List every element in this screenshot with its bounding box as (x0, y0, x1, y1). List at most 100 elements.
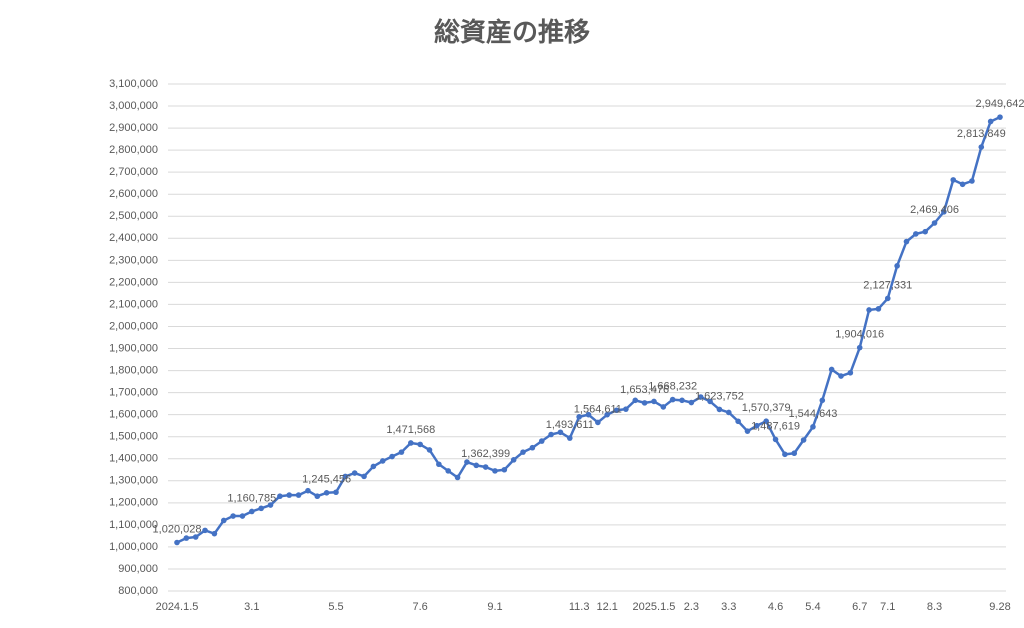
marker (211, 530, 218, 537)
marker (772, 436, 779, 443)
marker (847, 369, 854, 376)
data-label: 1,904,016 (835, 329, 884, 341)
data-label: 2,949,642 (976, 98, 1024, 110)
marker (941, 209, 947, 215)
marker (417, 441, 423, 448)
y-tick-label: 2,400,000 (109, 232, 158, 244)
marker (735, 418, 741, 425)
marker (202, 527, 208, 534)
marker (950, 177, 957, 183)
marker (454, 474, 461, 481)
marker (604, 411, 611, 418)
marker (333, 489, 339, 496)
y-tick-label: 3,100,000 (109, 78, 158, 90)
marker (379, 458, 386, 464)
data-label: 1,570,379 (742, 402, 791, 414)
marker (220, 517, 227, 524)
marker (277, 493, 283, 500)
marker (595, 419, 601, 426)
y-tick-label: 2,500,000 (109, 210, 158, 222)
marker (295, 492, 302, 498)
marker (436, 461, 442, 468)
marker (641, 400, 648, 406)
marker (183, 535, 190, 541)
marker (538, 438, 545, 444)
marker (585, 411, 592, 418)
marker (800, 437, 807, 443)
y-tick-label: 1,900,000 (109, 342, 158, 354)
y-tick-label: 2,600,000 (109, 188, 158, 200)
marker (426, 447, 433, 453)
marker (529, 444, 536, 451)
y-tick-label: 1,200,000 (109, 497, 158, 509)
marker (361, 473, 367, 480)
y-tick-label: 1,300,000 (109, 475, 158, 487)
marker (828, 366, 835, 373)
marker (707, 398, 713, 405)
y-tick-label: 1,500,000 (109, 431, 158, 443)
marker (931, 220, 938, 226)
marker (613, 407, 620, 414)
marker (838, 373, 844, 379)
marker (351, 470, 358, 476)
data-label: 1,544,643 (788, 408, 837, 420)
y-tick-label: 2,800,000 (109, 144, 158, 156)
x-tick-label: 12.1 (596, 601, 617, 613)
y-tick-label: 2,300,000 (109, 254, 158, 266)
data-label: 1,471,568 (386, 424, 435, 436)
marker (875, 306, 882, 312)
marker (987, 118, 994, 125)
data-label: 1,623,752 (695, 390, 744, 402)
x-tick-label: 2024.1.5 (156, 601, 199, 613)
marker (501, 466, 508, 473)
data-label: 1,668,232 (648, 381, 697, 393)
marker (192, 534, 199, 540)
data-label: 2,469,406 (910, 204, 959, 216)
marker (725, 409, 732, 416)
marker (314, 493, 321, 500)
marker (510, 457, 517, 463)
marker (903, 238, 910, 245)
marker (174, 539, 180, 546)
marker (464, 459, 470, 465)
marker (623, 406, 629, 412)
marker (884, 295, 891, 302)
marker (969, 178, 975, 184)
marker (669, 396, 676, 403)
data-label: 1,362,399 (461, 448, 510, 460)
marker (557, 429, 564, 436)
x-tick-label: 2.3 (684, 601, 699, 613)
marker (866, 307, 872, 313)
data-label: 2,813,849 (957, 128, 1006, 140)
marker (566, 435, 573, 441)
marker (548, 431, 554, 438)
data-label: 1,245,456 (302, 474, 351, 486)
marker (959, 181, 966, 188)
marker (679, 397, 685, 404)
marker (267, 502, 274, 508)
y-tick-label: 2,000,000 (109, 320, 158, 332)
y-tick-label: 2,700,000 (109, 166, 158, 178)
y-tick-label: 1,100,000 (109, 519, 158, 531)
marker (688, 399, 695, 406)
marker (473, 462, 480, 469)
marker (856, 344, 863, 351)
marker (258, 505, 264, 512)
marker (445, 468, 452, 474)
x-tick-label: 5.4 (805, 601, 820, 613)
x-tick-label: 9.1 (487, 601, 502, 613)
chart-title: 総資産の推移 (434, 17, 590, 47)
marker (922, 228, 928, 235)
marker (632, 397, 639, 404)
marker (576, 414, 582, 420)
marker (408, 440, 414, 446)
marker (249, 508, 255, 515)
y-tick-label: 2,900,000 (109, 122, 158, 134)
y-tick-label: 1,400,000 (109, 453, 158, 465)
y-tick-label: 3,000,000 (109, 100, 158, 112)
marker (763, 418, 769, 424)
marker (286, 492, 293, 498)
x-tick-label: 7.1 (880, 601, 895, 613)
marker (791, 450, 798, 457)
marker (398, 449, 405, 455)
